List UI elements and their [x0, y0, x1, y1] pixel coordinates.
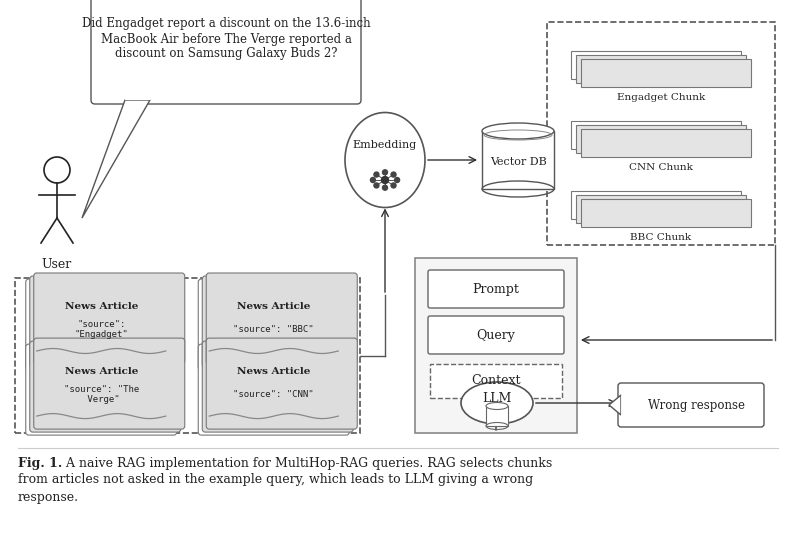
Circle shape	[383, 170, 388, 175]
Text: News Article: News Article	[237, 302, 310, 311]
Bar	[486, 406, 508, 426]
Text: Did Engadget report a discount on the 13.6-inch
MacBook Air before The Verge rep: Did Engadget report a discount on the 13…	[82, 17, 370, 61]
FancyBboxPatch shape	[206, 338, 357, 429]
Text: A naive RAG implementation for MultiHop-RAG queries. RAG selects chunks: A naive RAG implementation for MultiHop-…	[62, 456, 552, 470]
Bar	[430, 364, 562, 398]
FancyBboxPatch shape	[202, 341, 353, 432]
Bar	[415, 258, 577, 433]
Ellipse shape	[482, 123, 554, 139]
Bar	[571, 121, 741, 149]
Text: News Article: News Article	[64, 367, 138, 376]
Text: "source":
"Engadget": "source": "Engadget"	[74, 320, 128, 339]
Text: Fig. 1.: Fig. 1.	[18, 456, 62, 470]
FancyBboxPatch shape	[33, 273, 185, 364]
Circle shape	[374, 183, 379, 188]
Bar	[571, 51, 741, 79]
Text: "source": "CNN": "source": "CNN"	[233, 390, 314, 399]
Text: Engadget Chunk: Engadget Chunk	[617, 93, 705, 102]
FancyBboxPatch shape	[428, 316, 564, 354]
Bar	[15, 278, 360, 433]
Circle shape	[381, 176, 388, 183]
Circle shape	[395, 177, 400, 182]
Bar	[547, 22, 775, 245]
Text: LLM: LLM	[482, 391, 512, 405]
FancyBboxPatch shape	[206, 273, 357, 364]
Polygon shape	[609, 395, 621, 415]
Text: response.: response.	[18, 490, 79, 503]
Bar	[581, 129, 751, 157]
Text: "source": "BBC": "source": "BBC"	[233, 325, 314, 334]
Circle shape	[391, 183, 396, 188]
FancyBboxPatch shape	[25, 279, 177, 370]
Text: Context: Context	[471, 375, 521, 388]
FancyBboxPatch shape	[25, 344, 177, 435]
Polygon shape	[82, 100, 150, 218]
Text: BBC Chunk: BBC Chunk	[630, 233, 692, 242]
Text: "source": "The
 Verge": "source": "The Verge"	[64, 385, 139, 404]
Circle shape	[391, 172, 396, 177]
Text: from articles not asked in the example query, which leads to LLM giving a wrong: from articles not asked in the example q…	[18, 473, 533, 486]
FancyBboxPatch shape	[29, 341, 181, 432]
FancyBboxPatch shape	[33, 338, 185, 429]
Bar	[576, 195, 746, 223]
Text: News Article: News Article	[64, 302, 138, 311]
Ellipse shape	[486, 402, 508, 410]
Text: Prompt: Prompt	[473, 282, 520, 295]
Text: Wrong response: Wrong response	[647, 399, 744, 412]
Text: User: User	[42, 258, 72, 271]
FancyBboxPatch shape	[428, 270, 564, 308]
Circle shape	[370, 177, 376, 182]
Text: Vector DB: Vector DB	[490, 157, 546, 167]
FancyBboxPatch shape	[91, 0, 361, 104]
FancyBboxPatch shape	[198, 344, 349, 435]
FancyBboxPatch shape	[202, 276, 353, 367]
FancyBboxPatch shape	[198, 279, 349, 370]
Bar	[581, 199, 751, 227]
Bar	[576, 55, 746, 83]
Ellipse shape	[461, 382, 533, 424]
FancyBboxPatch shape	[29, 276, 181, 367]
Ellipse shape	[345, 112, 425, 207]
Text: CNN Chunk: CNN Chunk	[629, 163, 693, 172]
Circle shape	[383, 185, 388, 190]
Text: Query: Query	[477, 329, 516, 341]
Bar	[576, 125, 746, 153]
Bar	[581, 59, 751, 87]
FancyBboxPatch shape	[618, 383, 764, 427]
Bar	[482, 131, 554, 189]
Text: News Article: News Article	[237, 367, 310, 376]
Circle shape	[374, 172, 379, 177]
Bar	[571, 191, 741, 219]
Text: Embedding: Embedding	[353, 140, 417, 150]
